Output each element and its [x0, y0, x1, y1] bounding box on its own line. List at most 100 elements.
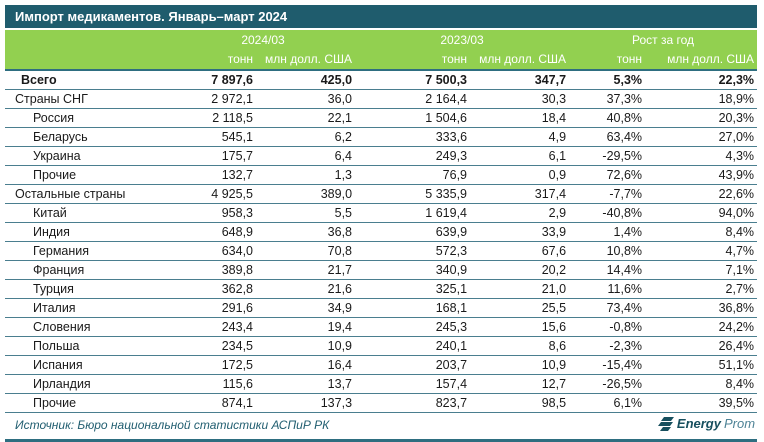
row-label: Страны СНГ: [5, 89, 171, 109]
cell-value: 362,8: [171, 279, 256, 299]
row-label: Прочие: [5, 393, 171, 413]
cell-value: 389,8: [171, 260, 256, 280]
table-row: Испания 172,5 16,4 203,7 10,9 -15,4% 51,1%: [5, 355, 758, 375]
table-row: Украина 175,7 6,4 249,3 6,1 -29,5% 4,3%: [5, 146, 758, 166]
cell-value: 94,0%: [645, 203, 758, 223]
cell-value: 8,6: [470, 336, 570, 356]
table-row: Россия 2 118,5 22,1 1 504,6 18,4 40,8% 20,3%: [5, 108, 758, 128]
cell-value: 10,9: [256, 336, 356, 356]
cell-value: 18,4: [470, 108, 570, 128]
footer-row: Источник: Бюро национальной статистики А…: [5, 412, 758, 442]
cell-value: 203,7: [355, 355, 471, 375]
cell-value: 175,7: [171, 146, 256, 166]
cell-value: 874,1: [171, 393, 256, 413]
report-title: Импорт медикаментов. Январь–март 2024: [15, 9, 288, 24]
table-row: Всего 7 897,6 425,0 7 500,3 347,7 5,3% 22,3%: [5, 70, 758, 90]
cell-value: 11,6%: [569, 279, 646, 299]
header-unit-tons-growth: тонн: [569, 50, 646, 71]
cell-value: 634,0: [171, 241, 256, 261]
header-group-growth: Рост за год: [569, 30, 758, 50]
cell-value: 172,5: [171, 355, 256, 375]
cell-value: 22,6%: [645, 184, 758, 204]
table-row: Беларусь 545,1 6,2 333,6 4,9 63,4% 27,0%: [5, 127, 758, 147]
cell-value: 40,8%: [569, 108, 646, 128]
table-body: Всего 7 897,6 425,0 7 500,3 347,7 5,3% 22,3% Ст…: [5, 70, 758, 413]
cell-value: 425,0: [256, 70, 356, 90]
cell-value: 5,3%: [569, 70, 646, 90]
import-table: 2024/03 2023/03 Рост за год тонн млн дол…: [5, 30, 758, 442]
cell-value: 98,5: [470, 393, 570, 413]
cell-value: 389,0: [256, 184, 356, 204]
header-group-2023: 2023/03: [355, 30, 570, 50]
cell-value: 21,0: [470, 279, 570, 299]
cell-value: 1,4%: [569, 222, 646, 242]
table-row: Ирландия 115,6 13,7 157,4 12,7 -26,5% 8,4%: [5, 374, 758, 394]
cell-value: 5,5: [256, 203, 356, 223]
cell-value: 0,9: [470, 165, 570, 185]
cell-value: 15,6: [470, 317, 570, 337]
cell-value: 26,4%: [645, 336, 758, 356]
header-unit-tons-2023: тонн: [355, 50, 471, 71]
cell-value: 2 164,4: [355, 89, 471, 109]
cell-value: 73,4%: [569, 298, 646, 318]
row-label: Ирландия: [5, 374, 171, 394]
header-empty-cell: [5, 30, 171, 50]
cell-value: 340,9: [355, 260, 471, 280]
cell-value: 333,6: [355, 127, 471, 147]
table-row: Турция 362,8 21,6 325,1 21,0 11,6% 2,7%: [5, 279, 758, 299]
table-row: Франция 389,8 21,7 340,9 20,2 14,4% 7,1%: [5, 260, 758, 280]
cell-value: 6,4: [256, 146, 356, 166]
header-unit-usd-2024: млн долл. США: [256, 50, 356, 71]
logo-text-light: Prom: [723, 416, 756, 431]
row-label: Украина: [5, 146, 171, 166]
cell-value: 2 972,1: [171, 89, 256, 109]
cell-value: -15,4%: [569, 355, 646, 375]
row-label: Франция: [5, 260, 171, 280]
header-units-row: тонн млн долл. США тонн млн долл. США то…: [5, 50, 758, 71]
table-row: Индия 648,9 36,8 639,9 33,9 1,4% 8,4%: [5, 222, 758, 242]
cell-value: 76,9: [355, 165, 471, 185]
cell-value: 137,3: [256, 393, 356, 413]
cell-value: 33,9: [470, 222, 570, 242]
cell-value: 63,4%: [569, 127, 646, 147]
cell-value: 22,1: [256, 108, 356, 128]
table-row: Германия 634,0 70,8 572,3 67,6 10,8% 4,7%: [5, 241, 758, 261]
cell-value: 249,3: [355, 146, 471, 166]
cell-value: 10,9: [470, 355, 570, 375]
cell-value: 4,7%: [645, 241, 758, 261]
cell-value: 24,2%: [645, 317, 758, 337]
cell-value: 2,9: [470, 203, 570, 223]
cell-value: 243,4: [171, 317, 256, 337]
cell-value: 325,1: [355, 279, 471, 299]
cell-value: 958,3: [171, 203, 256, 223]
table-row: Италия 291,6 34,9 168,1 25,5 73,4% 36,8%: [5, 298, 758, 318]
row-label: Испания: [5, 355, 171, 375]
row-label: Словения: [5, 317, 171, 337]
cell-value: 168,1: [355, 298, 471, 318]
cell-value: -7,7%: [569, 184, 646, 204]
header-unit-usd-2023: млн долл. США: [470, 50, 570, 71]
cell-value: 1,3: [256, 165, 356, 185]
cell-value: -29,5%: [569, 146, 646, 166]
energyprom-logo: Energy Prom: [657, 416, 756, 431]
cell-value: 21,7: [256, 260, 356, 280]
row-label: Германия: [5, 241, 171, 261]
table-row: Польша 234,5 10,9 240,1 8,6 -2,3% 26,4%: [5, 336, 758, 356]
cell-value: 157,4: [355, 374, 471, 394]
cell-value: 27,0%: [645, 127, 758, 147]
cell-value: 5 335,9: [355, 184, 471, 204]
cell-value: 36,8: [256, 222, 356, 242]
cell-value: 14,4%: [569, 260, 646, 280]
cell-value: 10,8%: [569, 241, 646, 261]
cell-value: 30,3: [470, 89, 570, 109]
cell-value: -26,5%: [569, 374, 646, 394]
cell-value: 70,8: [256, 241, 356, 261]
cell-value: 72,6%: [569, 165, 646, 185]
cell-value: 245,3: [355, 317, 471, 337]
header-unit-tons-2024: тонн: [171, 50, 256, 71]
table-row: Прочие 132,7 1,3 76,9 0,9 72,6% 43,9%: [5, 165, 758, 185]
table-row: Словения 243,4 19,4 245,3 15,6 -0,8% 24,2%: [5, 317, 758, 337]
cell-value: 7 897,6: [171, 70, 256, 90]
cell-value: 639,9: [355, 222, 471, 242]
cell-value: -2,3%: [569, 336, 646, 356]
